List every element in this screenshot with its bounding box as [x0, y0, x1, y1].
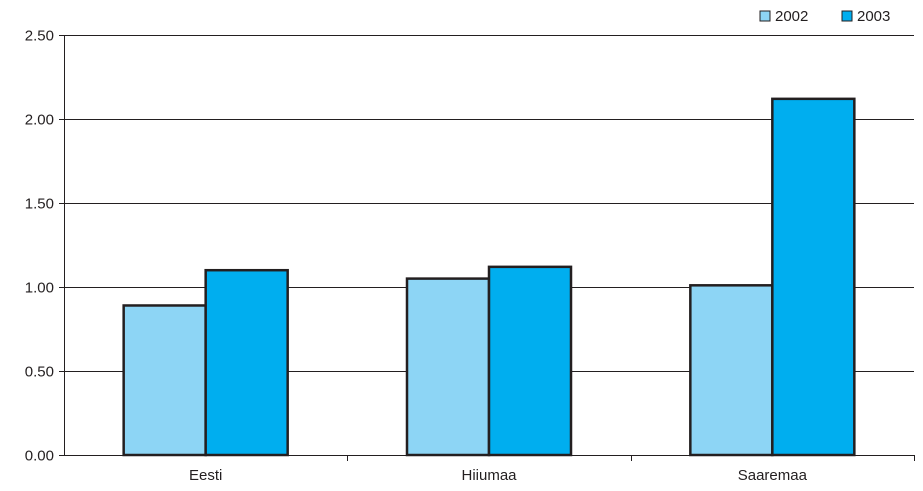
- bar-2002-saaremaa: [689, 284, 774, 457]
- x-tick-label: Hiiumaa: [461, 467, 517, 484]
- x-tick-labels: Eesti Hiiumaa Saaremaa: [189, 467, 808, 484]
- axes: [59, 35, 915, 461]
- legend: 2002 2003: [759, 8, 890, 25]
- bar-2002-hiiumaa: [405, 277, 491, 457]
- x-tick-label: Eesti: [189, 467, 222, 484]
- y-tick-label: 0.00: [25, 448, 54, 465]
- y-tick-label: 1.50: [25, 196, 54, 213]
- legend-label: 2003: [857, 8, 890, 25]
- legend-swatch: [759, 10, 771, 22]
- bars: [122, 97, 856, 457]
- bar-2003-hiiumaa: [487, 265, 573, 457]
- legend-label: 2002: [775, 8, 808, 25]
- y-tick-label: 1.00: [25, 280, 54, 297]
- bar-2003-eesti: [204, 268, 289, 457]
- bar-2003-saaremaa: [771, 97, 856, 457]
- y-tick-label: 2.00: [25, 112, 54, 129]
- legend-swatch: [841, 10, 853, 22]
- y-tick-labels: 0.00 0.50 1.00 1.50 2.00 2.50: [25, 28, 54, 465]
- bar-2002-eesti: [122, 304, 207, 457]
- legend-item-2002: 2002: [759, 8, 808, 25]
- x-tick-label: Saaremaa: [738, 467, 808, 484]
- y-tick-label: 2.50: [25, 28, 54, 45]
- legend-item-2003: 2003: [841, 8, 890, 25]
- y-tick-label: 0.50: [25, 364, 54, 381]
